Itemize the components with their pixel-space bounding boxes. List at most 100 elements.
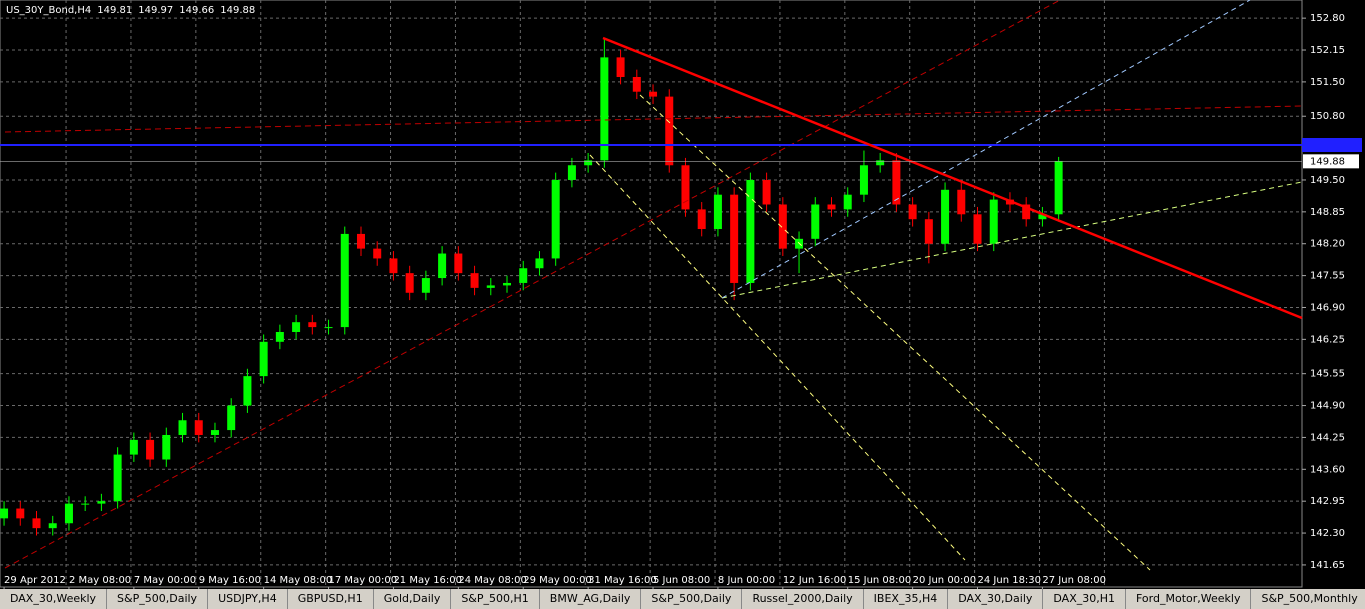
candle-body: [1054, 161, 1063, 215]
chart-tab[interactable]: DAX_30,H1: [1043, 589, 1126, 609]
trend-line: [589, 154, 966, 561]
header-value: 149.97: [138, 5, 173, 16]
candle-body: [421, 278, 430, 293]
level-marker: [1302, 138, 1362, 152]
candle-body: [0, 508, 9, 519]
candle-body: [405, 273, 414, 293]
trend-lines: [0, 0, 1362, 571]
candle-body: [519, 268, 528, 283]
candle-body: [584, 160, 593, 166]
candle-body: [162, 434, 171, 460]
candle-body: [535, 258, 544, 269]
candle-body: [843, 194, 852, 210]
chart-tab[interactable]: S&P_500,Monthly: [1251, 589, 1365, 609]
candle-body: [178, 420, 187, 435]
candle-body: [210, 430, 219, 435]
chart-tab[interactable]: DAX_30,Weekly: [0, 589, 108, 609]
current-price-box: [1303, 154, 1359, 169]
tab-bar: DAX_30,Weekly S&P_500,Daily USDJPY,H4 GBPUS…: [0, 589, 1365, 609]
candle-body: [340, 233, 349, 328]
x-tick-label: 31 May 16:00: [588, 575, 657, 586]
candle-body: [697, 209, 706, 230]
candle-body: [713, 194, 722, 230]
y-tick-label: 151.50: [1310, 77, 1345, 88]
x-tick-label: 21 May 16:00: [393, 575, 462, 586]
candle-body: [1038, 214, 1047, 220]
chart-tab[interactable]: IBEX_35,H4: [864, 589, 949, 609]
axes: 152.80 152.15 151.50 150.80 149.50 148.85 148.…: [0, 13, 1359, 589]
y-tick-label: 146.90: [1310, 302, 1345, 313]
y-tick-label: 141.65: [1310, 560, 1345, 571]
candle-body: [973, 214, 982, 244]
x-tick-label: 27 Jun 08:00: [1042, 575, 1106, 586]
candle-body: [16, 508, 25, 519]
y-tick-label: 142.30: [1310, 528, 1345, 539]
candle-body: [1022, 204, 1031, 220]
grid: [0, 0, 1302, 587]
trend-line: [4, 105, 1303, 133]
candle-body: [811, 204, 820, 239]
x-tick-label: 2 May 08:00: [69, 575, 131, 586]
trend-line: [639, 94, 1151, 571]
candle-body: [64, 503, 73, 524]
header: US_30Y_Bond,H4 149.81 149.97 149.66 149.88: [6, 5, 255, 16]
candle-body: [665, 96, 674, 166]
x-tick-label: 8 Jun 00:00: [718, 575, 775, 586]
candle-body: [924, 219, 933, 244]
x-tick-label: 17 May 00:00: [329, 575, 398, 586]
x-tick-label: 24 Jun 18:30: [978, 575, 1042, 586]
candle-body: [892, 160, 901, 205]
candle-body: [113, 454, 122, 502]
y-tick-label: 148.85: [1310, 207, 1345, 218]
candle-body: [632, 76, 641, 92]
y-tick-label: 145.55: [1310, 369, 1345, 380]
candle-body: [957, 189, 966, 215]
x-tick-label: 20 Jun 00:00: [913, 575, 977, 586]
y-tick-label: 150.80: [1310, 111, 1345, 122]
chart-tab[interactable]: Russel_2000,Daily: [742, 589, 864, 609]
chart-tab[interactable]: S&P_500,Daily: [107, 589, 209, 609]
candle-body: [373, 248, 382, 259]
chart-tab[interactable]: Ford_Motor,Weekly: [1126, 589, 1252, 609]
candle-body: [827, 204, 836, 210]
candle-body: [438, 253, 447, 279]
x-tick-label: 15 Jun 08:00: [848, 575, 912, 586]
chart: 152.80 152.15 151.50 150.80 149.50 148.85 148.…: [0, 0, 1362, 589]
candle-body: [32, 518, 41, 529]
candle-body: [194, 420, 203, 435]
candle-body: [292, 322, 301, 332]
candle-body: [259, 341, 268, 377]
candle-body: [908, 204, 917, 220]
candle-body: [243, 376, 252, 406]
candle-body: [389, 258, 398, 274]
chart-tab[interactable]: GBPUSD,H1: [288, 589, 374, 609]
candle-body: [989, 199, 998, 244]
trend-line: [721, 0, 1251, 299]
x-tick-label: 14 May 08:00: [264, 575, 333, 586]
candle-body: [941, 189, 950, 244]
candle-body: [600, 57, 609, 161]
candle-body: [551, 179, 560, 259]
candle-body: [859, 165, 868, 195]
y-tick-label: 147.55: [1310, 271, 1345, 282]
y-tick-label: 143.60: [1310, 464, 1345, 475]
candle-body: [48, 523, 57, 529]
chart-tab[interactable]: Gold,Daily: [374, 589, 452, 609]
candle-body: [470, 273, 479, 288]
candle-body: [762, 179, 771, 205]
chart-tab[interactable]: S&P_500,H1: [451, 589, 540, 609]
chart-tab[interactable]: BMW_AG,Daily: [540, 589, 642, 609]
candle-body: [876, 160, 885, 166]
y-tick-label: 142.95: [1310, 496, 1345, 507]
chart-tab[interactable]: DAX_30,Daily: [948, 589, 1044, 609]
chart-tab[interactable]: USDJPY,H4: [208, 589, 288, 609]
current-price-label: 149.88: [1310, 156, 1345, 167]
candle-body: [308, 322, 317, 328]
candle-body: [454, 253, 463, 274]
trend-line: [602, 36, 1303, 320]
candle-body: [746, 179, 755, 283]
chart-tab[interactable]: S&P_500,Daily: [641, 589, 743, 609]
candle-body: [616, 57, 625, 77]
candle-body: [778, 204, 787, 249]
